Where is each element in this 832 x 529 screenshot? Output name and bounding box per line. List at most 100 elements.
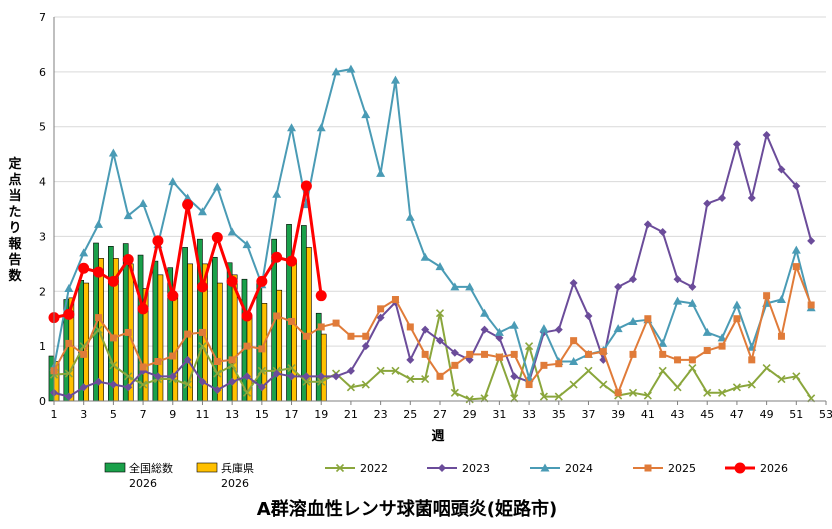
point-2024-week-40 [628, 316, 638, 325]
bar-national-week-14 [241, 278, 248, 402]
point-2023-week-15 [257, 383, 266, 392]
point-2025-week-23 [377, 305, 385, 313]
point-2026-week-6 [122, 253, 134, 265]
point-2024-week-28 [450, 282, 460, 291]
legend-marker-2022 [335, 463, 345, 473]
point-2022-week-27 [435, 309, 445, 318]
y-axis-title-char-1: 点 [8, 172, 21, 188]
point-2024-week-3 [79, 248, 89, 257]
legend-label-2022: 2022 [360, 462, 388, 475]
point-2023-week-47 [732, 140, 741, 149]
point-2024-week-24 [390, 75, 400, 84]
point-2022-week-36 [569, 380, 578, 389]
legend-label-2025: 2025 [668, 462, 696, 475]
point-2022-week-14 [242, 388, 252, 397]
point-2022-week-41 [643, 391, 652, 400]
point-2022-week-15 [257, 366, 266, 375]
point-2025-week-15 [258, 345, 266, 353]
point-2025-week-40 [629, 350, 637, 358]
x-tick-label-43: 43 [671, 408, 685, 421]
point-2022-week-6 [124, 372, 133, 381]
point-2023-week-43 [673, 275, 682, 284]
point-2024-week-27 [435, 262, 445, 271]
point-2026-week-3 [78, 262, 90, 274]
point-2022-week-50-b [777, 374, 786, 384]
point-2025-week-33 [525, 381, 533, 389]
point-2022-week-47 [732, 383, 741, 392]
point-2022-week-29 [465, 395, 474, 404]
point-2022-week-29-b [465, 395, 474, 404]
point-2025-week-44 [688, 356, 696, 364]
point-2024-week-19 [316, 123, 326, 132]
point-2023-week-10 [183, 355, 192, 364]
y-tick-label-2: 2 [39, 285, 46, 298]
bar-layer [48, 224, 327, 402]
point-2022-week-10 [183, 380, 192, 389]
point-2022-week-15-b [257, 366, 266, 375]
point-2025-week-21 [347, 332, 355, 340]
bar-hyogo-week-17 [291, 261, 297, 402]
point-2025-week-3 [80, 350, 88, 358]
point-2024-week-12 [212, 182, 222, 191]
point-2023-week-11 [198, 377, 207, 386]
legend-swatch-hyogo [196, 462, 218, 473]
point-2022-week-11-b [198, 342, 207, 351]
point-2022-week-2 [64, 369, 73, 378]
point-2022-week-4-b [94, 325, 103, 334]
x-tick-label-29: 29 [463, 408, 477, 421]
x-tick-label-49: 49 [760, 408, 774, 421]
point-2022-week-46-b [718, 388, 727, 397]
point-2026-week-12 [211, 232, 223, 244]
point-2025-week-35 [555, 360, 563, 368]
point-2024-week-30 [480, 308, 490, 317]
point-2023-week-9 [168, 372, 177, 381]
point-2022-week-17-b [287, 364, 296, 373]
x-tick-label-3: 3 [80, 408, 87, 421]
point-2025-week-43 [674, 356, 682, 364]
point-2024-week-16 [272, 189, 282, 198]
x-tick-label-33: 33 [522, 408, 536, 421]
point-2026-week-19 [315, 290, 327, 302]
y-tick-label-0: 0 [39, 395, 46, 408]
point-2022-week-44 [688, 364, 697, 373]
point-2024-week-46 [717, 333, 727, 342]
line-layer [48, 64, 816, 404]
point-2026-week-15 [256, 275, 268, 287]
point-2022-week-51-b [792, 372, 801, 381]
point-2024-week-36 [569, 357, 579, 366]
point-2022-week-5 [109, 361, 118, 370]
legend-swatch-national [104, 462, 126, 473]
y-axis-title-char-4: り [8, 221, 21, 236]
point-2022-week-38 [599, 380, 608, 389]
point-2025-week-9 [169, 352, 177, 360]
point-2022-week-42 [658, 366, 667, 375]
point-2022-week-35-b [554, 392, 563, 401]
point-2025-week-10 [184, 330, 192, 338]
point-2025-week-51 [792, 263, 800, 271]
point-2022-week-45-b [703, 388, 712, 397]
series-line-2023 [53, 133, 813, 398]
point-2022-week-34-b [539, 392, 548, 401]
point-2024-week-22 [361, 110, 371, 119]
y-axis-title-char-5: 報 [8, 236, 22, 252]
point-2022-week-46 [718, 388, 727, 397]
point-2024-week-43 [673, 296, 683, 305]
point-2022-week-26 [421, 374, 430, 384]
legend-label-national-line2: 2026 [129, 477, 157, 490]
legend-marker-2024 [540, 463, 550, 472]
point-2022-week-17 [287, 364, 296, 373]
point-2023-week-35 [554, 325, 563, 334]
point-2025-week-34 [540, 361, 548, 369]
point-2022-week-14-b [242, 388, 252, 397]
point-2024-week-17 [287, 123, 297, 132]
point-2026-week-17 [286, 255, 298, 267]
point-2025-week-30 [481, 350, 489, 358]
point-2025-week-11 [198, 328, 206, 336]
point-2022-week-37-b [584, 366, 593, 375]
point-2026-week-4 [93, 266, 105, 278]
x-tick-label-39: 39 [611, 408, 625, 421]
point-2025-week-22 [362, 332, 370, 340]
point-2026-week-8 [152, 235, 164, 247]
